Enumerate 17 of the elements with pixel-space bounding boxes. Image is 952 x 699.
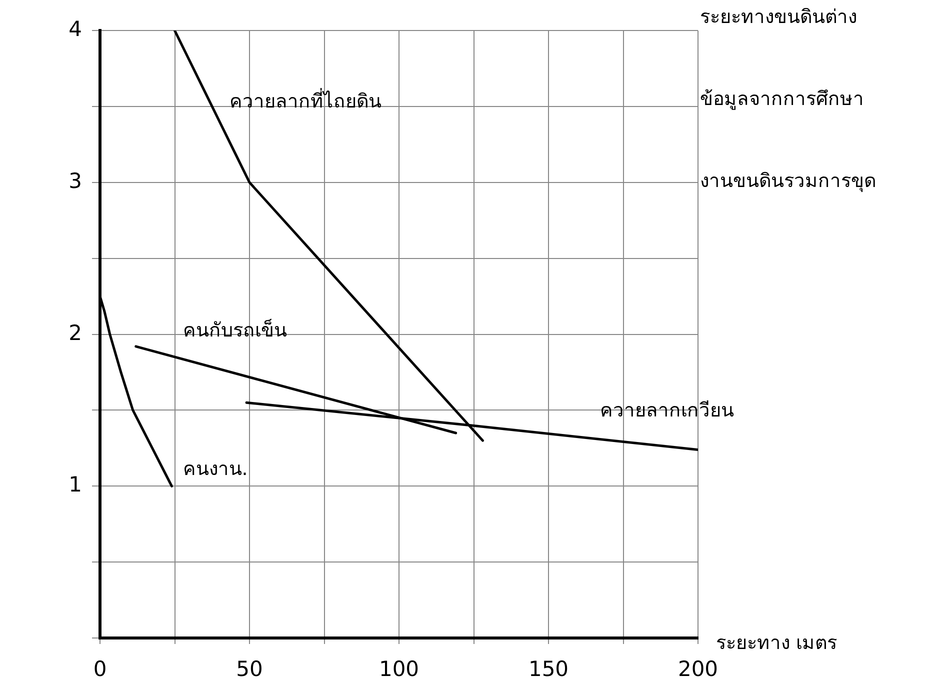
series-label: คนกับรถเข็น (182, 317, 287, 342)
y-tick-label: 2 (68, 320, 82, 345)
y-tick-label: 3 (68, 168, 82, 193)
series-label: ควายลากที่ไถยดิน (230, 87, 382, 112)
text: ระยะทางขนดินต่าง (700, 6, 857, 28)
series-label: คนงาน. (182, 458, 248, 480)
series-label: ควายลากเกวียน (600, 400, 734, 422)
text: ข้อมูลจากการศึกษา (700, 88, 864, 110)
y-tick-label: 1 (68, 472, 82, 497)
y-tick-label: 4 (68, 17, 82, 42)
x-tick-label: 150 (528, 657, 569, 682)
text: งานขนดินรวมการขุด (700, 170, 876, 193)
x-tick-label: 50 (236, 657, 263, 682)
x-tick-label: 0 (93, 657, 107, 682)
x-axis-title: ระยะทาง เมตร (716, 632, 838, 654)
x-tick-label: 200 (678, 657, 718, 682)
x-tick-label: 100 (378, 657, 420, 682)
